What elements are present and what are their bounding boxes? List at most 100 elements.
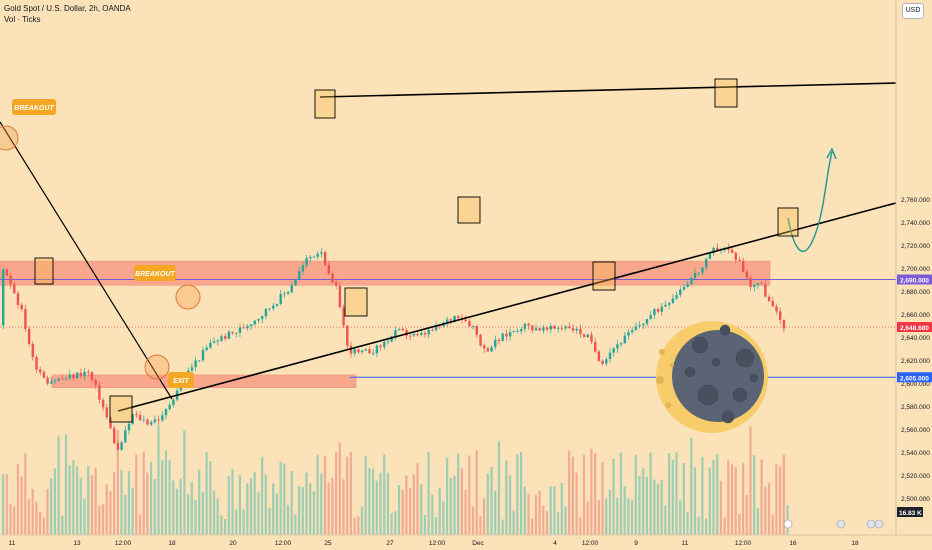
candle-body	[523, 323, 527, 330]
volume-bar	[179, 478, 182, 535]
volume-bar	[686, 512, 689, 535]
volume-bar	[349, 451, 352, 535]
candle-body	[224, 336, 227, 339]
volume-bar	[183, 429, 186, 535]
highlight-box	[457, 196, 481, 224]
volume-bar	[749, 426, 752, 535]
candle-body	[231, 331, 234, 334]
candle-body	[508, 331, 512, 337]
candle-body	[634, 326, 638, 331]
volume-bar	[42, 517, 45, 535]
volume-bar	[564, 506, 567, 535]
time-tick-label: 9	[634, 540, 638, 547]
candle-body	[782, 319, 786, 329]
volume-bar	[2, 474, 5, 535]
candle-body	[309, 256, 312, 259]
candle-body	[194, 360, 197, 368]
candle-body	[405, 330, 408, 336]
volume-bar	[571, 456, 574, 535]
moon-crater	[697, 384, 719, 406]
volume-bar	[279, 461, 282, 535]
volume-bar	[375, 480, 378, 535]
volume-bar	[619, 452, 623, 535]
volume-bar	[460, 468, 463, 535]
currency-button[interactable]: USD	[902, 3, 924, 19]
descending-trendline	[0, 121, 173, 400]
volume-bar	[68, 465, 71, 535]
volume-bar	[638, 476, 641, 535]
annotation-label-text: BREAKOUT	[14, 105, 54, 112]
volume-bar	[194, 499, 197, 535]
candle-body	[101, 399, 105, 408]
candle-body	[379, 345, 382, 347]
volume-bar	[383, 454, 386, 535]
candle-body	[697, 272, 700, 274]
time-tick-label: 12:00	[735, 540, 752, 547]
volume-bar	[397, 484, 401, 535]
volume-bar	[730, 463, 734, 535]
candle-body	[335, 282, 338, 286]
candle-body	[94, 380, 97, 386]
candle-body	[490, 346, 493, 352]
volume-bar	[690, 437, 693, 535]
volume-bar	[645, 476, 648, 535]
time-tick-label: 27	[386, 540, 394, 547]
price-tick-label: 2,540.000	[901, 450, 930, 457]
candle-body	[172, 399, 175, 405]
candle-body	[216, 340, 219, 342]
candle-body	[150, 422, 153, 425]
candle-body	[346, 325, 349, 346]
volume-bar	[79, 477, 82, 535]
candle-body	[649, 315, 652, 320]
time-tick-label: 25	[324, 540, 332, 547]
volume-bar	[745, 495, 748, 535]
volume-bar	[20, 476, 23, 535]
candle-body	[594, 341, 597, 352]
volume-bar	[390, 512, 393, 535]
candle-body	[645, 319, 649, 324]
volume-bar	[719, 480, 722, 535]
candle-body	[516, 331, 519, 332]
candle-body	[72, 374, 75, 379]
volume-bar	[742, 463, 745, 535]
time-tick-label: 4	[553, 540, 557, 547]
volume-bar	[423, 515, 426, 535]
volume-bar	[716, 454, 719, 535]
candle-body	[727, 248, 730, 250]
time-tick-label: Dec	[472, 540, 484, 547]
annotation-label-text: BREAKOUT	[135, 271, 175, 278]
volume-bar	[597, 500, 600, 535]
volume-bar	[605, 498, 608, 535]
candle-body	[283, 293, 286, 295]
volume-bar	[57, 436, 60, 535]
volume-bar	[372, 468, 375, 535]
candle-body	[24, 309, 27, 329]
volume-bar	[508, 475, 512, 535]
candle-body	[320, 252, 323, 254]
candle-body	[538, 328, 541, 331]
drawings: BREAKOUT BREAKOUT EXIT	[0, 78, 897, 433]
candle-body	[116, 443, 120, 450]
volume-bar	[113, 472, 116, 535]
candle-body	[779, 311, 782, 320]
candle-body	[198, 360, 201, 362]
volume-bar	[653, 479, 656, 535]
volume-bar	[627, 498, 630, 535]
volume-bar	[471, 506, 475, 535]
candle-body	[605, 359, 608, 364]
candle-body	[268, 308, 271, 310]
volume-bar	[701, 457, 704, 535]
volume-bar	[368, 467, 371, 535]
volume-bar	[608, 490, 611, 535]
candle-body	[5, 269, 9, 276]
breakout-circle	[0, 125, 19, 151]
moon-light-crater	[656, 376, 664, 384]
candle-body	[50, 381, 53, 384]
volume-bar	[138, 514, 142, 535]
volume-bar	[327, 482, 330, 535]
volume-bar	[457, 453, 460, 535]
candle-body	[261, 316, 264, 319]
volume-bar	[331, 478, 334, 535]
resistance-zone	[0, 260, 771, 286]
